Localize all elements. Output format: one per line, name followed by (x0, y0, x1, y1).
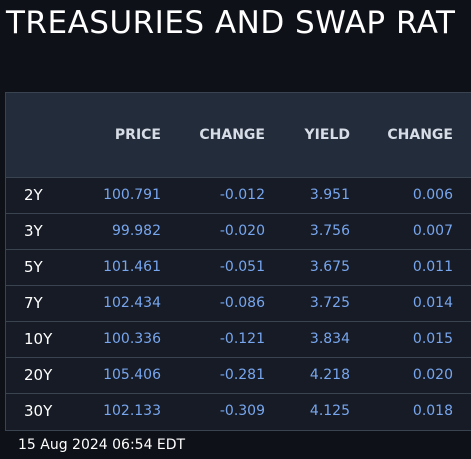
table-row: 5Y 101.461 -0.051 3.675 0.011 (6, 249, 471, 285)
tenor-cell: 7Y (24, 294, 43, 312)
change-cell: -0.051 (219, 259, 265, 275)
timestamp: 15 Aug 2024 06:54 EDT (18, 437, 186, 453)
tenor-cell: 2Y (24, 186, 43, 204)
yield-cell: 4.218 (309, 367, 350, 383)
price-cell: 105.406 (103, 367, 161, 383)
change-cell: -0.020 (219, 223, 265, 239)
header-change: CHANGE (199, 127, 265, 143)
page-title: TREASURIES AND SWAP RAT (6, 5, 456, 41)
tenor-cell: 5Y (24, 258, 43, 276)
tenor-cell: 20Y (24, 366, 53, 384)
price-cell: 100.791 (103, 187, 161, 203)
price-cell: 100.336 (103, 331, 161, 347)
change-cell: -0.309 (219, 403, 265, 419)
yield-cell: 3.756 (309, 223, 350, 239)
yield-change-cell: 0.020 (412, 367, 453, 383)
yield-change-cell: 0.007 (412, 223, 453, 239)
yield-cell: 4.125 (309, 403, 350, 419)
header-price: PRICE (114, 127, 161, 143)
change-cell: -0.281 (219, 367, 265, 383)
yield-change-cell: 0.018 (412, 403, 453, 419)
price-cell: 102.133 (103, 403, 161, 419)
table-header: PRICE CHANGE YIELD CHANGE (6, 93, 471, 177)
yield-cell: 3.725 (309, 295, 350, 311)
yield-change-cell: 0.006 (412, 187, 453, 203)
tenor-cell: 10Y (24, 330, 53, 348)
table-row: 7Y 102.434 -0.086 3.725 0.014 (6, 285, 471, 321)
yield-cell: 3.675 (309, 259, 350, 275)
yield-change-cell: 0.014 (412, 295, 453, 311)
table-row: 3Y 99.982 -0.020 3.756 0.007 (6, 213, 471, 249)
header-yield-change: CHANGE (387, 127, 453, 143)
yield-change-cell: 0.015 (412, 331, 453, 347)
yield-cell: 3.951 (309, 187, 350, 203)
header-yield: YIELD (304, 127, 350, 143)
change-cell: -0.012 (219, 187, 265, 203)
change-cell: -0.086 (219, 295, 265, 311)
price-cell: 99.982 (112, 223, 161, 239)
change-cell: -0.121 (219, 331, 265, 347)
treasuries-table: PRICE CHANGE YIELD CHANGE 2Y 100.791 -0.… (5, 92, 471, 431)
table-row: 20Y 105.406 -0.281 4.218 0.020 (6, 357, 471, 393)
price-cell: 102.434 (103, 295, 161, 311)
yield-cell: 3.834 (309, 331, 350, 347)
table-row: 10Y 100.336 -0.121 3.834 0.015 (6, 321, 471, 357)
tenor-cell: 30Y (24, 402, 53, 420)
table-row: 2Y 100.791 -0.012 3.951 0.006 (6, 177, 471, 213)
tenor-cell: 3Y (24, 222, 43, 240)
price-cell: 101.461 (103, 259, 161, 275)
yield-change-cell: 0.011 (412, 259, 453, 275)
table-row: 30Y 102.133 -0.309 4.125 0.018 (6, 393, 471, 429)
